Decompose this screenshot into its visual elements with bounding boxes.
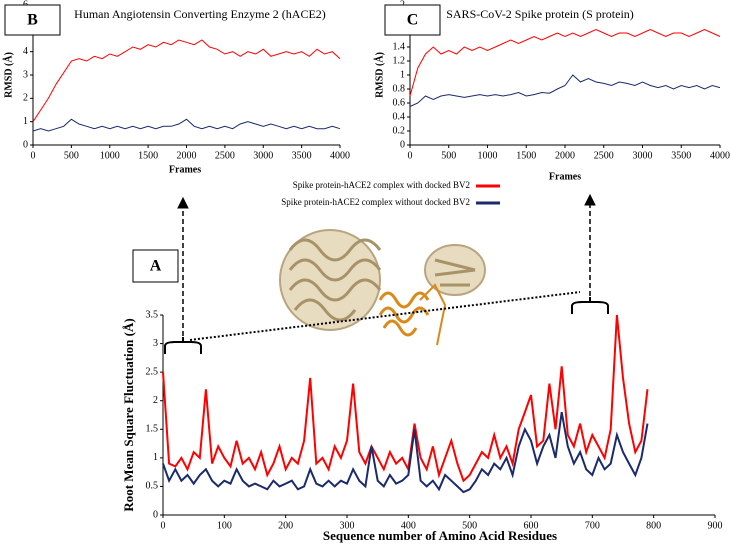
annotations (164, 193, 609, 354)
y-tick-label: 3 (153, 338, 158, 349)
x-tick-label: 1500 (516, 150, 536, 161)
x-tick-label: 0 (161, 520, 166, 531)
x-axis-label: Sequence number of Amino Acid Residues (323, 528, 557, 543)
x-tick-label: 3500 (292, 150, 312, 161)
x-tick-label: 3500 (671, 150, 691, 161)
y-tick-label: 2.5 (146, 366, 159, 377)
x-tick-label: 0 (408, 150, 413, 161)
x-axis-label: Frames (549, 171, 581, 182)
x-tick-label: 2500 (215, 150, 235, 161)
y-tick-label: 3 (23, 69, 28, 80)
x-tick-label: 3000 (633, 150, 653, 161)
series-line (32, 118, 341, 132)
y-tick-label: 0.4 (393, 111, 406, 122)
y-tick-label: 0 (400, 139, 405, 150)
y-tick-label: 1 (400, 69, 405, 80)
panel-box (132, 249, 179, 283)
y-axis-label: Root Mean Square Fluctuation (Å) (121, 318, 136, 511)
x-tick-label: 1000 (478, 150, 498, 161)
series-line (162, 314, 649, 483)
y-tick-label: 3.5 (146, 309, 159, 320)
x-tick-label: 2000 (555, 150, 575, 161)
y-tick-label: 1 (153, 452, 158, 463)
panel-box (4, 4, 61, 36)
y-tick-label: 0.8 (393, 83, 406, 94)
y-tick-label: 2 (23, 93, 28, 104)
x-tick-label: 700 (585, 520, 600, 531)
y-axis-label: RMSD (Å) (373, 52, 385, 98)
y-tick-label: 4 (23, 46, 28, 57)
series-line (162, 411, 649, 494)
panel-label: A (150, 258, 162, 275)
x-tick-label: 600 (524, 520, 539, 531)
protein-structure (279, 229, 486, 346)
series-line (32, 39, 341, 122)
x-tick-label: 100 (217, 520, 232, 531)
x-tick-label: 4000 (710, 150, 730, 161)
y-tick-label: 1.2 (393, 55, 406, 66)
x-tick-label: 1000 (100, 150, 120, 161)
panel-box (384, 4, 441, 36)
x-tick-label: 1500 (138, 150, 158, 161)
y-tick-label: 0 (153, 509, 158, 520)
y-tick-label: 1 (23, 116, 28, 127)
x-tick-label: 900 (708, 520, 723, 531)
x-tick-label: 800 (646, 520, 661, 531)
y-axis-label: RMSD (Å) (2, 52, 14, 98)
y-tick-label: 2 (153, 395, 158, 406)
legend-label: Spike protein-hACE2 complex with docked … (293, 180, 470, 190)
panel-label: B (27, 12, 38, 29)
x-tick-label: 500 (462, 520, 477, 531)
y-tick-label: 1.5 (146, 424, 159, 435)
y-tick-label: 0.5 (146, 481, 159, 492)
series-line (409, 28, 721, 97)
x-tick-label: 4000 (330, 150, 350, 161)
x-axis-label: Frames (169, 164, 201, 175)
chart-title: SARS-CoV-2 Spike protein (S protein) (446, 7, 634, 21)
x-tick-label: 400 (401, 520, 416, 531)
panel-label: C (407, 12, 419, 29)
chart-title: Human Angiotensin Converting Enzyme 2 (h… (74, 7, 326, 21)
x-tick-label: 300 (340, 520, 355, 531)
y-tick-label: 0.6 (393, 97, 406, 108)
y-tick-label: 1.4 (393, 41, 406, 52)
x-tick-label: 0 (31, 150, 36, 161)
x-tick-label: 2000 (177, 150, 197, 161)
series-line (409, 74, 721, 107)
x-tick-label: 2500 (594, 150, 614, 161)
x-tick-label: 3000 (253, 150, 273, 161)
x-tick-label: 500 (441, 150, 456, 161)
y-tick-label: 0 (23, 139, 28, 150)
x-tick-label: 200 (278, 520, 293, 531)
y-tick-label: 0.2 (393, 125, 406, 136)
x-tick-label: 500 (64, 150, 79, 161)
legend-label: Spike protein-hACE2 complex without dock… (281, 197, 470, 207)
